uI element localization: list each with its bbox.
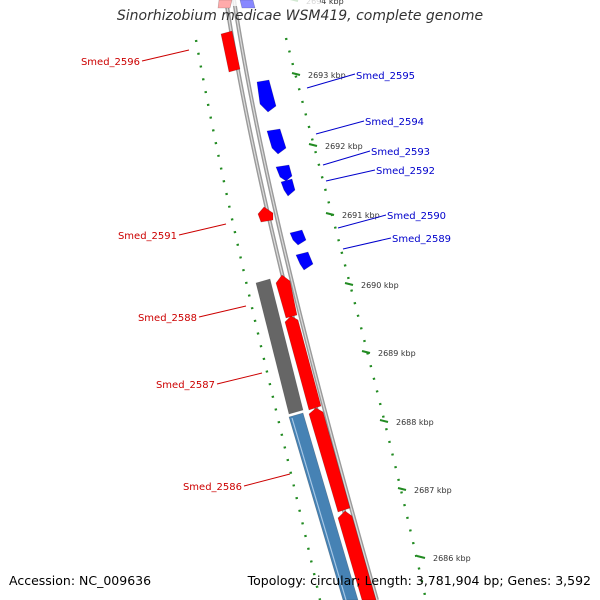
ruler-tick-label: 2690 kbp <box>361 281 399 290</box>
gene-label-leader <box>243 473 291 487</box>
forward-gene-arrow <box>280 178 296 197</box>
forward-gene-label: Smed_2592 <box>376 166 435 177</box>
forward-gene-arrow <box>275 164 293 182</box>
ruler-tick <box>325 212 335 216</box>
ruler-tick-label: 2688 kbp <box>396 418 434 427</box>
reverse-gene-arrow <box>217 0 233 9</box>
ruler-tick-label: 2694 kbp <box>306 0 344 6</box>
forward-gene-label: Smed_2595 <box>356 71 415 82</box>
reverse-gene-label: Smed_2596 <box>81 57 140 68</box>
forward-gene-label: Smed_2590 <box>387 211 446 222</box>
forward-gene-arrow <box>295 251 314 271</box>
reverse-gene-label: Smed_2591 <box>118 231 177 242</box>
reverse-gene-label: Smed_2587 <box>156 380 215 391</box>
gene-label-leader <box>325 169 376 182</box>
backbone-outer <box>232 0 379 600</box>
cds-feature <box>288 412 359 600</box>
ruler-tick <box>416 555 426 559</box>
reverse-gene-arrow <box>284 315 322 411</box>
forward-gene-label: Smed_2593 <box>371 147 430 158</box>
accession-text: Accession: NC_009636 <box>9 573 152 588</box>
ruler-tick-label: 2686 kbp <box>433 554 471 563</box>
gene-label-leader <box>337 214 387 229</box>
ruler-tick <box>344 282 354 286</box>
cds-feature-highlight <box>291 417 347 600</box>
forward-gene-arrow <box>266 128 287 155</box>
reverse-gene-arrow <box>275 274 298 319</box>
ruler-tick-label: 2692 kbp <box>325 142 363 151</box>
gene-label-leader <box>306 73 356 89</box>
ruler-tick <box>397 487 407 491</box>
rna-gene-feature <box>255 278 304 415</box>
forward-gene-arrow <box>239 0 256 9</box>
ruler-tick-label: 2687 kbp <box>414 486 452 495</box>
reverse-gene-arrow <box>220 30 241 73</box>
forward-gene-arrow <box>256 79 277 113</box>
gene-label-leader <box>216 372 263 385</box>
backbone-outer-highlight <box>233 0 378 600</box>
forward-gene-label: Smed_2589 <box>392 234 451 245</box>
reverse-gene-label: Smed_2586 <box>183 482 242 493</box>
ruler-tick <box>361 350 371 354</box>
gene-label-leader <box>198 305 247 318</box>
gene-label-leader <box>342 237 392 250</box>
gene-label-leader <box>322 150 371 166</box>
ruler-tick-label: 2689 kbp <box>378 349 416 358</box>
ruler-tick-label: 2691 kbp <box>342 211 380 220</box>
forward-gene-label: Smed_2594 <box>365 117 424 128</box>
reverse-gene-arrow <box>257 206 274 223</box>
forward-gene-arrow <box>289 229 307 246</box>
reverse-gene-label: Smed_2588 <box>138 313 197 324</box>
reverse-gene-arrow <box>337 510 377 600</box>
ruler-tick-label: 2693 kbp <box>308 71 346 80</box>
map-title: Sinorhizobium medicae WSM419, complete g… <box>116 8 484 24</box>
gene-label-leader <box>315 120 365 135</box>
ruler-tick <box>379 419 389 423</box>
ruler-tick <box>291 72 301 76</box>
genome-summary-text: Topology: circular; Length: 3,781,904 bp… <box>247 573 591 588</box>
gene-label-leader <box>178 223 227 236</box>
gene-label-leader <box>141 49 190 62</box>
ruler-tick <box>308 143 318 147</box>
reverse-gene-arrow <box>308 407 351 513</box>
